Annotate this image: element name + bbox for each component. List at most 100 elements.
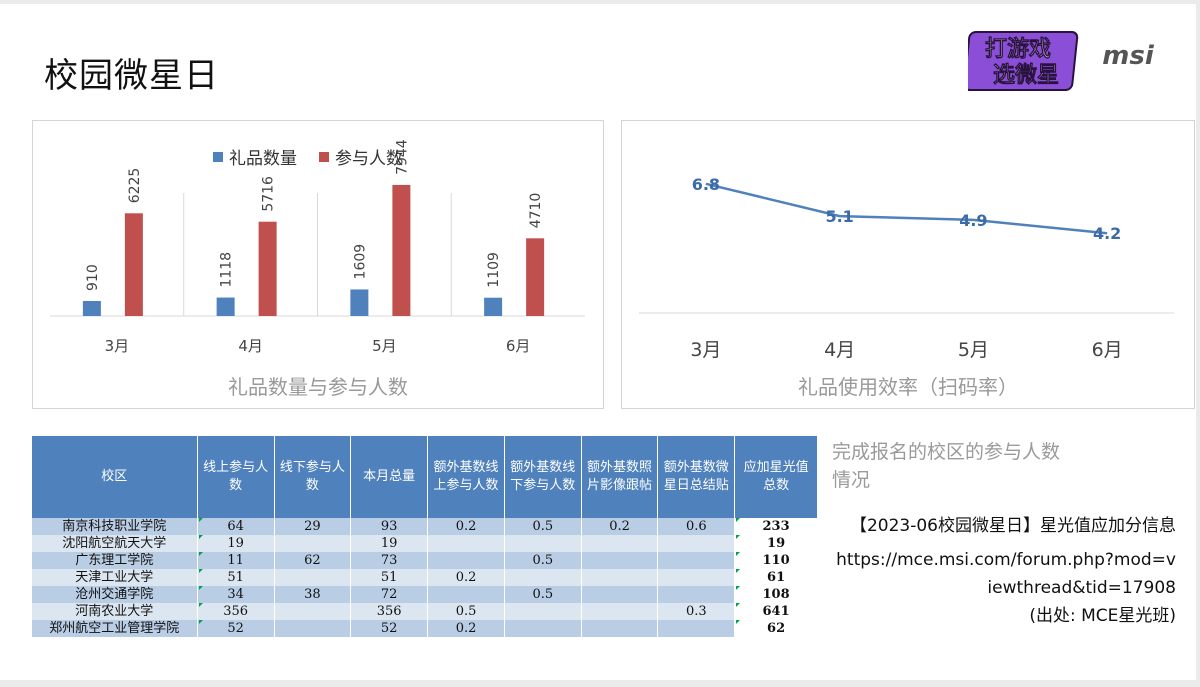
info-block: 【2023-06校园微星日】星光值应加分信息 https://mce.msi.c… (836, 512, 1176, 630)
value-cell: 0.2 (427, 620, 505, 637)
value-cell: 0.5 (427, 603, 505, 620)
value-cell (274, 569, 352, 586)
value-cell (274, 620, 352, 637)
bar-gifts (484, 297, 503, 316)
x-tick-label: 6月 (506, 337, 531, 355)
logo-badge-line2: 选微星 (993, 62, 1059, 88)
column-header: 应加星光值总数 (734, 436, 818, 518)
bar-gifts (216, 297, 235, 316)
value-cell: 64 (197, 518, 275, 535)
school-cell: 沧州交通学院 (32, 586, 198, 603)
value-cell (657, 620, 736, 637)
x-tick-label: 3月 (690, 339, 721, 361)
table-header-row: 校区 线上参与人数 线下参与人数 本月总量 额外基数线上参与人数 额外基数线下参与人数 额外… (32, 436, 818, 518)
bar-chart: 礼品数量 参与人数 3月 910 6225 4月 1118 5716 5月 1609 7944 6月… (50, 139, 585, 399)
value-cell (581, 603, 659, 620)
data-label: 910 (85, 264, 101, 291)
data-label: 5.1 (825, 207, 853, 226)
info-title: 【2023-06校园微星日】星光值应加分信息 (849, 516, 1176, 536)
column-header: 校区 (32, 436, 198, 518)
data-label: 1609 (352, 244, 368, 280)
value-cell: 19 (350, 535, 429, 552)
x-tick-label: 4月 (824, 339, 855, 361)
slide: 校园微星日 打游戏 选微星 msi 礼品数量 参与人数 3月 910 6225 4月 11… (0, 4, 1196, 680)
value-cell: 52 (350, 620, 429, 637)
data-label: 6.8 (692, 175, 720, 194)
value-cell (657, 535, 736, 552)
table-row: 天津工业大学 51 51 0.2 61 (32, 569, 818, 586)
bar-gifts (350, 289, 369, 316)
value-cell (581, 586, 659, 603)
legend-label-1: 礼品数量 (229, 149, 297, 169)
data-label: 5716 (261, 176, 277, 212)
x-tick-label: 5月 (372, 337, 397, 355)
column-header: 额外基数线上参与人数 (427, 436, 505, 518)
value-cell (504, 535, 582, 552)
value-cell (504, 603, 582, 620)
total-cell: 110 (734, 552, 818, 569)
data-label: 7944 (394, 139, 410, 175)
column-header: 本月总量 (350, 436, 429, 518)
table-row: 广东理工学院 11 62 73 0.5 110 (32, 552, 818, 569)
bar-gifts (82, 300, 101, 316)
school-cell: 郑州航空工业管理学院 (32, 620, 198, 637)
value-cell: 19 (197, 535, 275, 552)
page-title: 校园微星日 (44, 56, 219, 96)
line-chart-title: 礼品使用效率（扫码率） (798, 375, 1018, 399)
value-cell: 0.2 (581, 518, 659, 535)
total-cell: 19 (734, 535, 818, 552)
table-row: 南京科技职业学院 64 29 93 0.2 0.5 0.2 0.6 233 (32, 518, 818, 535)
star-points-table: 校区 线上参与人数 线下参与人数 本月总量 额外基数线上参与人数 额外基数线下参与人数 额外… (32, 436, 818, 652)
data-label: 1109 (486, 252, 502, 288)
value-cell (427, 535, 505, 552)
x-tick-label: 6月 (1092, 339, 1123, 361)
bar-participants (124, 213, 143, 316)
line-chart: 6.8 3月 5.1 4月 4.9 5月 4.2 6月 礼品使用效率（扫码率） (639, 175, 1174, 399)
school-cell: 河南农业大学 (32, 603, 198, 620)
value-cell: 11 (197, 552, 275, 569)
school-cell: 南京科技职业学院 (32, 518, 198, 535)
bar-chart-title: 礼品数量与参与人数 (228, 375, 408, 399)
data-label: 4710 (528, 193, 544, 229)
value-cell (581, 552, 659, 569)
brand-logo: 打游戏 选微星 msi (963, 30, 1168, 104)
value-cell: 73 (350, 552, 429, 569)
table-row: 河南农业大学 356 356 0.5 0.3 641 (32, 603, 818, 620)
x-tick-label: 4月 (238, 337, 263, 355)
value-cell: 34 (197, 586, 275, 603)
value-cell (581, 620, 659, 637)
data-label: 4.2 (1093, 224, 1121, 243)
total-cell: 108 (734, 586, 818, 603)
value-cell (504, 620, 582, 637)
info-url[interactable]: https://mce.msi.com/forum.php?mod=viewth… (836, 550, 1176, 598)
table-row: 沧州交通学院 34 38 72 0.5 108 (32, 586, 818, 603)
legend-swatch-2 (319, 152, 329, 162)
data-label: 1118 (219, 252, 235, 288)
value-cell: 0.5 (504, 586, 582, 603)
column-header: 线上参与人数 (197, 436, 275, 518)
data-label: 6225 (127, 168, 143, 204)
line-series (705, 182, 1108, 235)
column-header: 线下参与人数 (274, 436, 352, 518)
value-cell (274, 603, 352, 620)
msi-wordmark: msi (1102, 41, 1155, 71)
value-cell: 356 (197, 603, 275, 620)
value-cell (274, 535, 352, 552)
value-cell (657, 569, 736, 586)
info-source: (出处: MCE星光班) (1029, 606, 1176, 626)
value-cell (427, 552, 505, 569)
value-cell: 356 (350, 603, 429, 620)
table-row: 郑州航空工业管理学院 52 52 0.2 62 (32, 620, 818, 637)
value-cell (581, 569, 659, 586)
value-cell: 0.5 (504, 518, 582, 535)
school-cell: 沈阳航空航天大学 (32, 535, 198, 552)
x-tick-label: 5月 (958, 339, 989, 361)
value-cell: 29 (274, 518, 352, 535)
bar-participants (258, 221, 277, 316)
value-cell (657, 552, 736, 569)
value-cell: 0.5 (504, 552, 582, 569)
total-cell: 641 (734, 603, 818, 620)
value-cell: 51 (350, 569, 429, 586)
value-cell: 51 (197, 569, 275, 586)
column-header: 额外基数微星日总结贴 (657, 436, 736, 518)
